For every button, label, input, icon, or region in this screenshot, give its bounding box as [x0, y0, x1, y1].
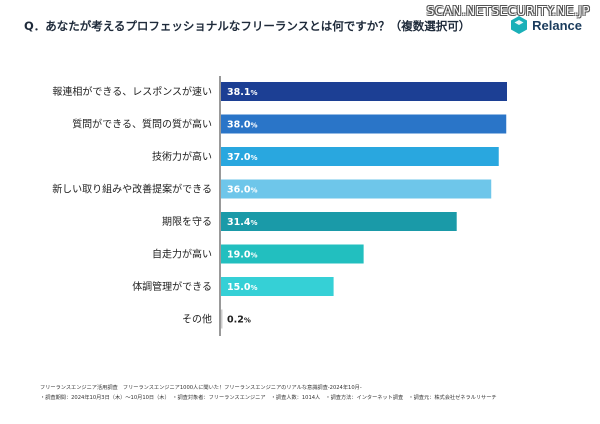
bar-6 [221, 244, 364, 264]
data-label-5: 31.4% [227, 217, 257, 228]
category-label-2: 質問ができる、質問の質が高い [72, 118, 212, 131]
bar-2 [221, 114, 507, 134]
footer-line-1: フリーランスエンジニア活用調査 フリーランスエンジニア1000人に聞いた！フリー… [40, 385, 362, 391]
bar-8 [221, 309, 223, 329]
data-label-6: 19.0% [227, 250, 257, 261]
relance-logo-icon [511, 16, 528, 34]
watermark-text: SCAN.NETSECURITY.NE.JP [426, 4, 590, 18]
bar-1 [221, 82, 507, 101]
bar-5 [221, 212, 457, 231]
data-label-4: 36.0% [227, 185, 257, 196]
data-label-7: 15.0% [227, 282, 257, 293]
survey-footer: フリーランスエンジニア活用調査 フリーランスエンジニア1000人に聞いた！フリー… [40, 383, 497, 403]
data-label-8: 0.2% [227, 315, 251, 326]
data-label-2: 38.0% [227, 120, 257, 131]
category-label-1: 報連相ができる、レスポンスが速い [52, 85, 212, 98]
question-title: Q．あなたが考えるプロフェッショナルなフリーランスとは何ですか？（複数選択可） [24, 19, 471, 33]
category-label-3: 技術力が高い [152, 150, 212, 163]
relance-logo: Relance [511, 16, 582, 34]
category-label-6: 自走力が高い [152, 248, 212, 261]
category-label-4: 新しい取り組みや改善提案ができる [52, 183, 212, 196]
category-label-7: 体調管理ができる [132, 280, 212, 293]
data-label-3: 37.0% [227, 152, 257, 163]
category-label-5: 期限を守る [162, 215, 212, 228]
footer-line-2: ・調査期間：2024年10月3日（木）〜10月10日（木） ・調査対象者：フリー… [40, 395, 497, 401]
bar-3 [221, 147, 499, 166]
bar-4 [221, 179, 492, 199]
bars-group: 報連相ができる、レスポンスが速い 38.1% 質問ができる、質問の質が高い 38.0%… [52, 76, 507, 336]
bar-7 [221, 277, 334, 296]
data-label-1: 38.1% [227, 87, 257, 98]
logo-name: Relance [532, 17, 582, 33]
category-label-8: その他 [182, 313, 212, 326]
